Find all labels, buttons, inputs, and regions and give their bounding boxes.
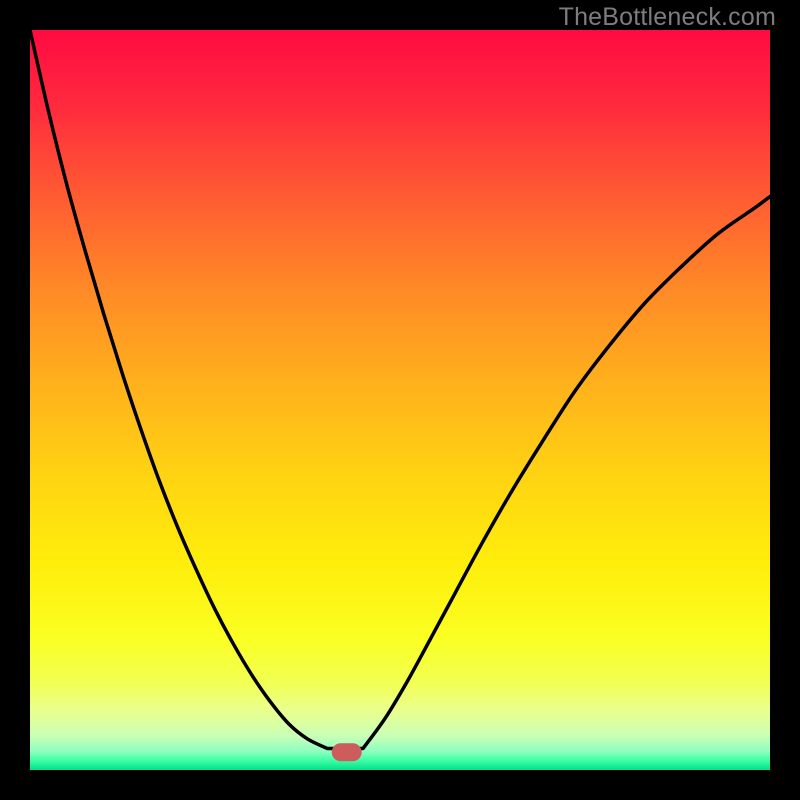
curve-layer [30, 30, 770, 770]
bottleneck-curve [30, 30, 770, 749]
minimum-marker [332, 743, 362, 761]
chart-root: TheBottleneck.com [0, 0, 800, 800]
watermark-text: TheBottleneck.com [559, 3, 776, 32]
